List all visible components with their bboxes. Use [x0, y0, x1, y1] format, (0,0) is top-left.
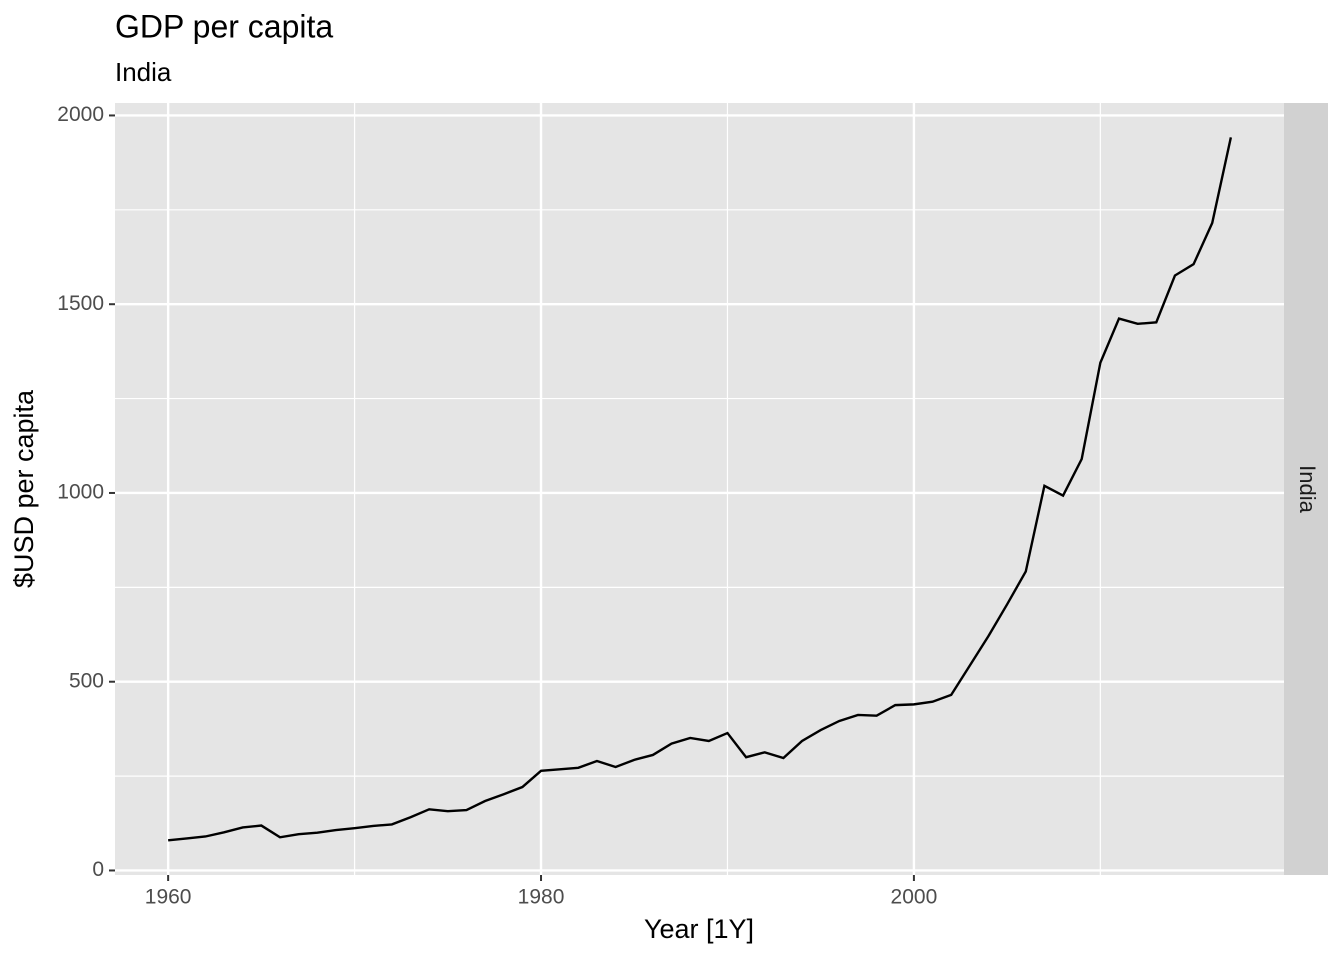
y-tick-label: 1000	[57, 481, 104, 504]
x-tick-label: 1960	[145, 886, 192, 909]
x-tick-label: 1980	[518, 886, 565, 909]
x-axis-title: Year [1Y]	[644, 914, 754, 944]
y-tick-label: 0	[92, 858, 104, 881]
chart-title: GDP per capita	[115, 8, 333, 44]
y-tick-label: 500	[69, 669, 104, 692]
line	[168, 137, 1233, 842]
y-tick-label: 1500	[57, 292, 104, 315]
facet-strip	[1284, 103, 1328, 875]
facet-label: India	[1295, 465, 1320, 513]
chart-subtitle: India	[115, 57, 172, 87]
x-tick-label: 2000	[891, 886, 938, 909]
y-axis-title: $USD per capita	[9, 389, 39, 588]
y-tick-label: 2000	[57, 103, 104, 126]
panel	[115, 103, 1284, 875]
